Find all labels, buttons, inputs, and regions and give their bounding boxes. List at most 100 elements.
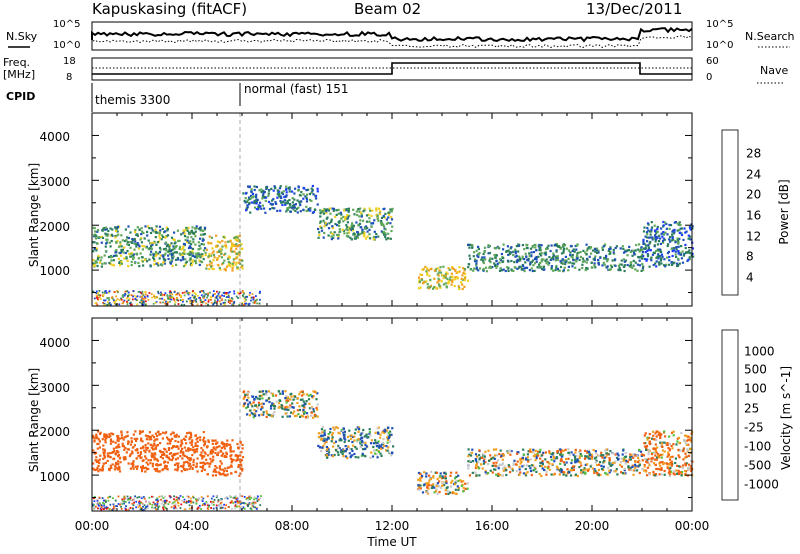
echo-cell-v0 <box>176 464 179 467</box>
echo-cell-v2 <box>255 410 258 413</box>
echo-cell-v6 <box>687 443 690 446</box>
echo-cell-v5 <box>596 463 599 467</box>
echo-cell-p0 <box>93 241 96 244</box>
echo-cell-v3 <box>353 452 356 456</box>
cpid-mode-0: themis 3300 <box>95 93 170 107</box>
echo-cell-v5 <box>614 470 617 473</box>
echo-cell-p0 <box>186 239 189 242</box>
echo-cell-p5 <box>477 255 480 258</box>
echo-cell-v3 <box>340 439 343 442</box>
echo-cell-p5 <box>516 261 519 264</box>
echo-cell-v1 <box>240 451 243 454</box>
echo-cell-v5 <box>580 454 583 457</box>
echo-cell-v0 <box>176 469 179 472</box>
echo-cell-p5 <box>467 243 470 247</box>
echo-cell-v5 <box>600 454 603 457</box>
echo-cell-p1 <box>224 252 227 255</box>
echo-cell-p4 <box>434 286 438 289</box>
echo-cell-p0 <box>108 241 111 244</box>
ground-scatter-cell <box>139 495 142 498</box>
echo-cell-p0 <box>182 258 185 261</box>
echo-cell-p5 <box>559 247 562 250</box>
echo-cell-p5 <box>567 257 570 261</box>
echo-cell-v0 <box>139 432 142 435</box>
echo-cell-p2 <box>253 201 256 204</box>
echo-cell-v0 <box>131 452 134 455</box>
echo-cell-v3 <box>357 438 360 441</box>
echo-cell-p0 <box>106 234 109 237</box>
echo-cell-p0 <box>119 254 123 257</box>
echo-cell-p4 <box>442 277 445 280</box>
ground-scatter-cell <box>201 500 204 502</box>
echo-cell-v3 <box>391 427 394 430</box>
echo-cell-p6 <box>660 232 663 235</box>
echo-cell-v5 <box>559 453 562 456</box>
echo-cell-v5 <box>503 465 506 468</box>
ground-scatter-cell <box>112 497 114 500</box>
echo-cell-v0 <box>148 438 151 441</box>
echo-cell-p3 <box>327 209 330 212</box>
echo-cell-p5 <box>617 264 621 267</box>
echo-cell-p1 <box>229 249 233 252</box>
echo-cell-p3 <box>358 215 361 218</box>
echo-cell-p0 <box>171 252 175 255</box>
echo-cell-p0 <box>190 264 193 267</box>
echo-cell-p3 <box>328 207 331 210</box>
ground-scatter-cell <box>190 500 193 503</box>
echo-cell-v5 <box>530 450 533 453</box>
echo-cell-v3 <box>359 433 362 436</box>
echo-cell-v5 <box>532 464 535 467</box>
echo-cell-v5 <box>608 461 611 464</box>
echo-cell-p6 <box>664 221 667 224</box>
echo-cell-v6 <box>652 447 655 450</box>
ground-scatter-cell <box>124 507 127 510</box>
ground-scatter-cell <box>176 299 179 301</box>
echo-cell-p1 <box>212 268 215 271</box>
echo-cell-p5 <box>483 246 487 249</box>
echo-cell-v0 <box>120 434 123 437</box>
ground-scatter-cell <box>206 296 208 299</box>
echo-cell-v3 <box>323 434 326 437</box>
echo-cell-v0 <box>118 446 121 449</box>
echo-cell-v1 <box>223 447 226 450</box>
ground-scatter-cell <box>146 505 149 508</box>
power-ytick-3000: 3000 <box>39 175 70 189</box>
echo-cell-p0 <box>140 237 143 240</box>
echo-cell-p6 <box>666 244 669 248</box>
echo-cell-p6 <box>658 255 661 258</box>
echo-cell-v5 <box>545 473 548 476</box>
echo-cell-p2 <box>258 189 261 192</box>
echo-cell-p6 <box>684 243 687 246</box>
echo-cell-p5 <box>564 262 567 266</box>
echo-cell-p0 <box>146 260 149 263</box>
echo-cell-v1 <box>209 457 212 460</box>
echo-cell-v1 <box>223 455 226 458</box>
echo-cell-p5 <box>502 248 505 251</box>
ground-scatter-cell <box>105 507 108 510</box>
echo-cell-p3 <box>362 219 365 222</box>
echo-cell-p0 <box>100 241 103 244</box>
echo-cell-p5 <box>626 254 629 257</box>
echo-cell-v5 <box>509 453 512 456</box>
echo-cell-p6 <box>646 255 650 258</box>
echo-cell-v3 <box>364 441 367 444</box>
echo-cell-p6 <box>655 230 658 233</box>
ground-scatter-cell <box>187 292 189 294</box>
echo-cell-p0 <box>109 256 112 259</box>
echo-cell-p5 <box>604 257 607 260</box>
echo-cell-v5 <box>482 453 485 456</box>
echo-cell-p5 <box>612 248 615 251</box>
echo-cell-p0 <box>173 231 176 234</box>
echo-cell-v6 <box>647 457 650 460</box>
echo-cell-v6 <box>684 469 687 473</box>
echo-cell-v0 <box>142 466 145 469</box>
ground-scatter-cell <box>139 301 141 304</box>
ground-scatter-cell <box>113 302 116 305</box>
power-cbar-label: Power [dB] <box>777 179 791 244</box>
echo-cell-v5 <box>638 459 641 462</box>
echo-cell-v0 <box>154 438 157 441</box>
echo-cell-p0 <box>147 239 150 242</box>
echo-cell-p2 <box>268 208 272 211</box>
echo-cell-v5 <box>528 450 531 453</box>
echo-cell-p5 <box>557 269 560 272</box>
